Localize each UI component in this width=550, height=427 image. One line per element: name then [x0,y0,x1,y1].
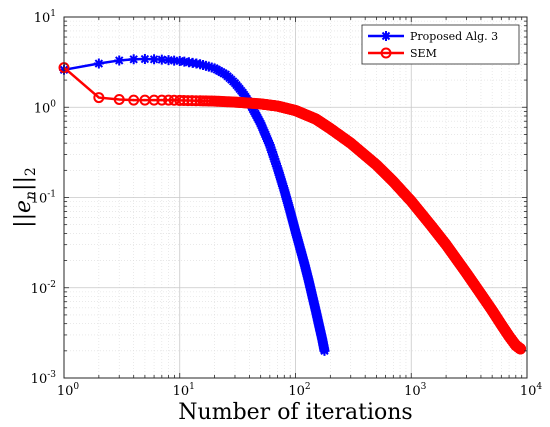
data-point-asterisk [114,55,125,66]
legend-item: Proposed Alg. 3 [368,30,498,43]
data-point-asterisk [163,55,174,66]
series-proposed [59,54,330,356]
y-tick-label: 10-3 [31,370,57,387]
data-point-circle [128,94,140,106]
data-point-circle [156,94,168,106]
data-point-asterisk [156,54,167,65]
series-sem [58,62,527,355]
y-tick-labels: 10-3 10-2 10-1 100 101 [31,9,57,387]
x-tick-labels: 100 101 102 103 104 [57,382,543,399]
series-group [58,54,527,356]
data-point-circle [113,93,125,105]
y-tick-label: 10-2 [31,280,56,297]
y-tick-label: 100 [34,99,57,116]
x-tick-label: 100 [57,382,80,399]
data-point-asterisk [149,54,160,65]
data-point-asterisk [128,54,139,65]
y-tick-label: 10-1 [31,190,56,207]
x-tick-label: 103 [404,382,427,399]
data-point-circle [163,94,175,106]
data-point-asterisk [169,55,180,66]
data-point-asterisk [139,54,150,65]
grid [64,17,527,378]
data-point-circle [515,343,527,355]
data-point-asterisk [93,58,104,69]
legend-item: SEM [368,47,437,60]
legend-label: SEM [410,47,437,60]
legend: Proposed Alg. 3 SEM [361,24,520,65]
data-point-circle [93,92,105,104]
data-point-asterisk [319,345,330,356]
y-tick-label: 101 [34,9,56,26]
x-tick-label: 102 [288,382,310,399]
data-point-circle [148,94,160,106]
legend-label: Proposed Alg. 3 [410,30,498,43]
x-tick-label: 101 [173,382,195,399]
x-tick-label: 104 [520,382,543,399]
data-point-asterisk [381,31,391,41]
tick-marks [63,17,527,379]
x-axis-title: Number of iterations [178,400,412,425]
data-point-circle [380,47,392,59]
y-axis-title: ||en||2 [11,167,39,228]
